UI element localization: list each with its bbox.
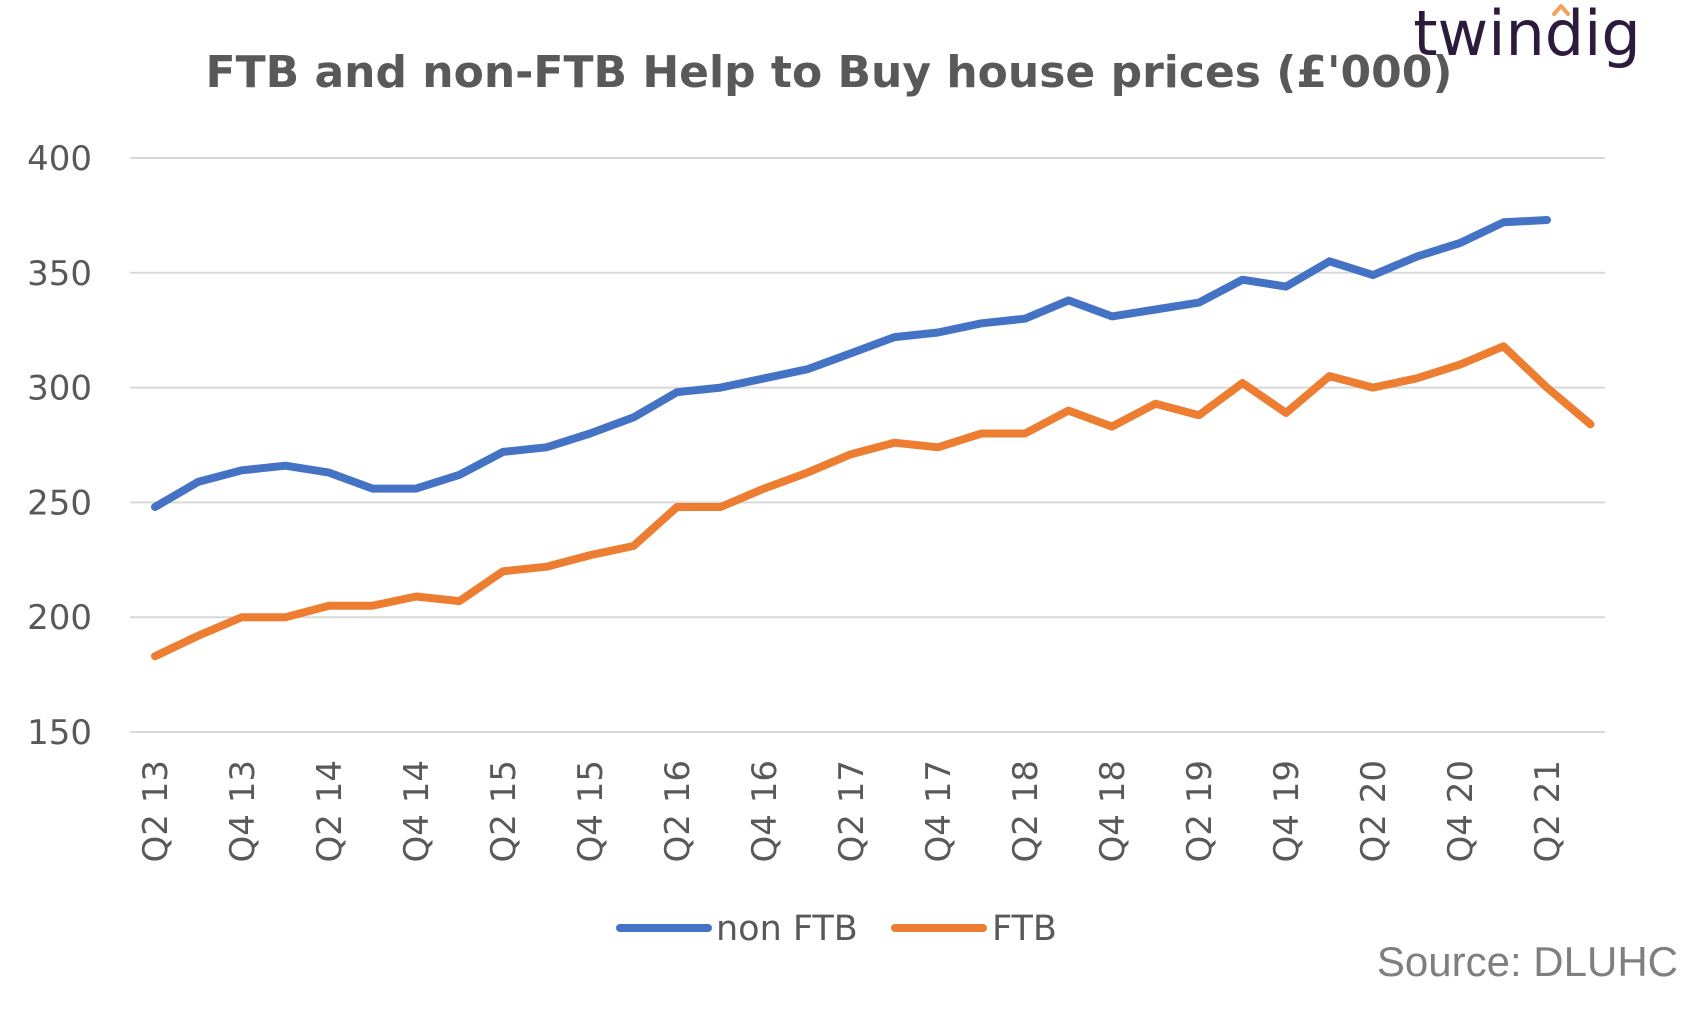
series-lines bbox=[151, 216, 1595, 661]
x-tick-label: Q2 13 bbox=[136, 760, 176, 862]
x-tick-label: Q4 16 bbox=[745, 760, 785, 862]
x-tick-label: Q2 15 bbox=[484, 760, 524, 862]
series-line-non-ftb bbox=[151, 216, 1551, 511]
chart-title: FTB and non-FTB Help to Buy house prices… bbox=[206, 47, 1453, 98]
x-tick-label: Q4 19 bbox=[1267, 760, 1307, 862]
y-tick-label: 400 bbox=[27, 139, 92, 179]
x-tick-label: Q4 20 bbox=[1441, 760, 1481, 862]
x-tick-label: Q4 15 bbox=[571, 760, 611, 862]
series-line-ftb bbox=[151, 342, 1595, 661]
x-tick-label: Q2 16 bbox=[658, 760, 698, 862]
y-tick-label: 200 bbox=[27, 598, 92, 638]
y-tick-label: 150 bbox=[27, 713, 92, 753]
legend: non FTB FTB bbox=[616, 909, 1057, 949]
legend-label-ftb: FTB bbox=[992, 909, 1057, 949]
x-tick-label: Q4 14 bbox=[397, 760, 437, 862]
brand-wordmark: twindig bbox=[1413, 0, 1640, 70]
x-axis-ticks: Q2 13 Q4 13 Q2 14 Q4 14 Q2 15 Q4 15 Q2 16 Q4 16… bbox=[136, 760, 1568, 862]
y-tick-label: 250 bbox=[27, 483, 92, 523]
x-tick-label: Q2 20 bbox=[1354, 760, 1394, 862]
brand-logo: twindig bbox=[1413, 0, 1640, 70]
x-tick-label: Q2 14 bbox=[310, 760, 350, 862]
source-note: Source: DLUHC bbox=[1377, 938, 1678, 985]
x-tick-label: Q2 21 bbox=[1528, 760, 1568, 862]
x-tick-label: Q4 18 bbox=[1093, 760, 1133, 862]
y-tick-label: 300 bbox=[27, 369, 92, 409]
y-tick-label: 350 bbox=[27, 254, 92, 294]
legend-label-non-ftb: non FTB bbox=[716, 909, 858, 949]
y-axis-ticks: 150 200 250 300 350 400 bbox=[27, 139, 92, 753]
x-tick-label: Q4 17 bbox=[919, 760, 959, 862]
x-tick-label: Q2 18 bbox=[1006, 760, 1046, 862]
gridlines bbox=[130, 157, 1605, 733]
x-tick-label: Q2 19 bbox=[1180, 760, 1220, 862]
brand-accent-mark bbox=[1552, 4, 1570, 16]
x-tick-label: Q4 13 bbox=[223, 760, 263, 862]
x-tick-label: Q2 17 bbox=[832, 760, 872, 862]
